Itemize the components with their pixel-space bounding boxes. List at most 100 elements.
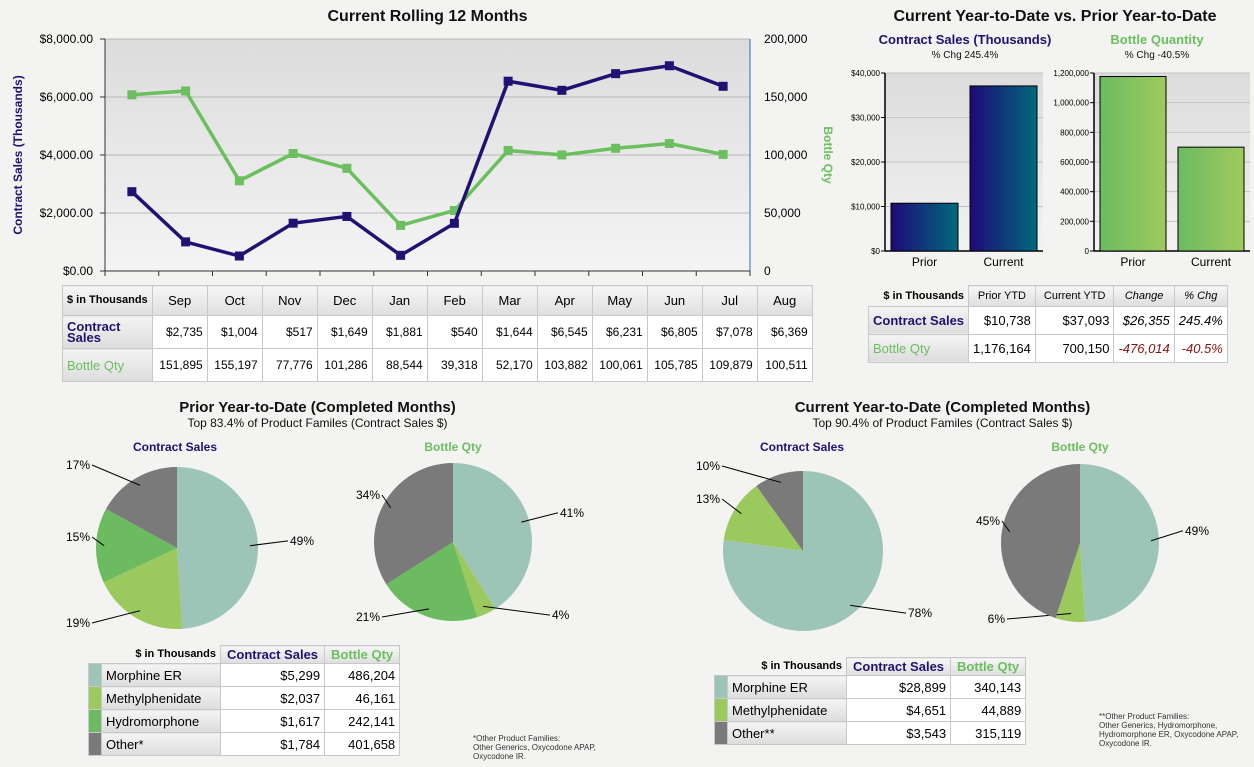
legend-swatch [714,721,728,745]
leader-line [850,604,906,614]
month-header: Jul [701,285,758,316]
data-point [342,211,352,221]
leader-line [381,494,392,509]
data-point [181,86,191,96]
table-corner: $ in Thousands [883,289,965,302]
qty-cell: 242,141 [324,709,401,733]
y-tick-label: 600,000 [1060,158,1089,167]
current-title: Current Year-to-Date (Completed Months) [794,399,1091,416]
product-family: Methylphenidate [727,698,847,722]
data-point [127,90,137,100]
qty-cell: 52,170 [481,348,538,382]
pie-percent-label: 17% [66,458,90,472]
prior-subtitle: Top 83.4% of Product Familes (Contract S… [187,416,448,430]
y-tick-label: $40,000 [851,69,880,78]
qty-cell: 100,511 [756,348,813,382]
y-tick-label: $30,000 [851,114,880,123]
column-header: Bottle Qty [324,645,401,664]
qty-cell: 109,879 [701,348,758,382]
pie-slice [1080,464,1160,622]
ytd-bar-charts: $0 $10,000 $20,000 $30,000 $40,000 Prior Curre… [851,69,1250,269]
pie-percent-label: 4% [552,608,570,622]
leader-line [483,605,550,616]
pie-percent-label: 41% [560,506,584,520]
column-header: Bottle Qty [950,657,1027,676]
rolling-title: Current Rolling 12 Months [327,8,528,25]
ytd-qty-title: Bottle Quantity [1110,32,1204,47]
data-point [288,218,298,228]
rolling-line-chart: $0.00 0 $2,000.00 50,000 $4,000.00 100,000 $6,… [11,32,835,278]
y-tick-label: $0 [871,247,880,256]
qty-cell: 486,204 [324,663,401,687]
pie-slice [374,463,453,585]
product-family: Methylphenidate [101,686,221,710]
month-header: Nov [261,285,318,316]
column-header: Contract Sales [219,645,326,664]
pie-slice [106,467,177,548]
sales-cell: $6,545 [536,315,593,349]
footnote-line: Other Generics, Hydromorphone, [1099,721,1218,730]
left-tick-label: $4,000.00 [40,148,94,162]
y-tick-label: 1,000,000 [1053,99,1089,108]
leader-line [521,512,558,523]
qty-cell: 105,785 [646,348,703,382]
footnote-line: Hydromorphone ER, Oxycodone APAP, [1099,730,1239,739]
sales-cell: $1,649 [316,315,373,349]
qty-cell: 46,161 [324,686,401,710]
pie-charts: 49% 19% 15% 17% 41% 4% 21% 34% 78% 13% 10% 49% 6% 45% [66,458,1209,631]
value-cell: $10,738 [968,305,1036,335]
month-header: Jun [646,285,703,316]
ytd-sales-chg: % Chg 245.4% [931,50,999,61]
row-header-qty: Bottle Qty [62,348,153,382]
qty-cell: 100,061 [591,348,648,382]
legend-swatch [88,686,102,710]
data-point [611,143,621,153]
product-family: Hydromorphone [101,709,221,733]
y-tick-label: 0 [1085,247,1090,256]
data-point [234,251,244,261]
value-cell: $26,355 [1113,305,1175,335]
data-point [718,149,728,159]
value-cell: 245.4% [1173,305,1228,335]
y-tick-label: 800,000 [1060,128,1089,137]
value-cell: 1,176,164 [968,333,1036,363]
legend-swatch [714,675,728,699]
value-cell: $37,093 [1034,305,1115,335]
bar [969,85,1038,252]
right-tick-label: 100,000 [764,148,808,162]
y-tick-label: 200,000 [1060,217,1089,226]
data-point [342,163,352,173]
product-family: Morphine ER [101,663,221,687]
month-header: Dec [316,285,373,316]
row-header-sales: Contract Sales [62,315,153,349]
data-point [449,218,459,228]
pie-percent-label: 34% [356,488,380,502]
qty-cell: 103,882 [536,348,593,382]
month-header: May [591,285,648,316]
right-axis-label: Bottle Qty [821,126,835,184]
leader-line [721,498,742,515]
left-axis-label: Contract Sales (Thousands) [11,75,25,234]
pie-percent-label: 19% [66,616,90,630]
y-tick-label: 400,000 [1060,188,1089,197]
month-header: Oct [206,285,263,316]
qty-cell: 340,143 [950,675,1027,699]
data-point [396,250,406,260]
sales-cell: $1,784 [219,732,326,756]
bar [890,202,959,252]
leader-line [381,608,430,618]
leader-line [1006,613,1072,620]
ytd-title: Current Year-to-Date vs. Prior Year-to-D… [893,8,1217,25]
left-tick-label: $0.00 [63,264,93,278]
sales-cell: $1,644 [481,315,538,349]
pie-percent-label: 15% [66,530,90,544]
sales-cell: $540 [426,315,483,349]
column-header: Contract Sales [845,657,952,676]
sales-cell: $2,735 [151,315,208,349]
sales-cell: $7,078 [701,315,758,349]
category-label: Prior [1120,255,1145,269]
pie-percent-label: 6% [988,612,1006,626]
data-point [396,220,406,230]
leader-line [721,465,782,483]
value-cell: 700,150 [1034,333,1115,363]
